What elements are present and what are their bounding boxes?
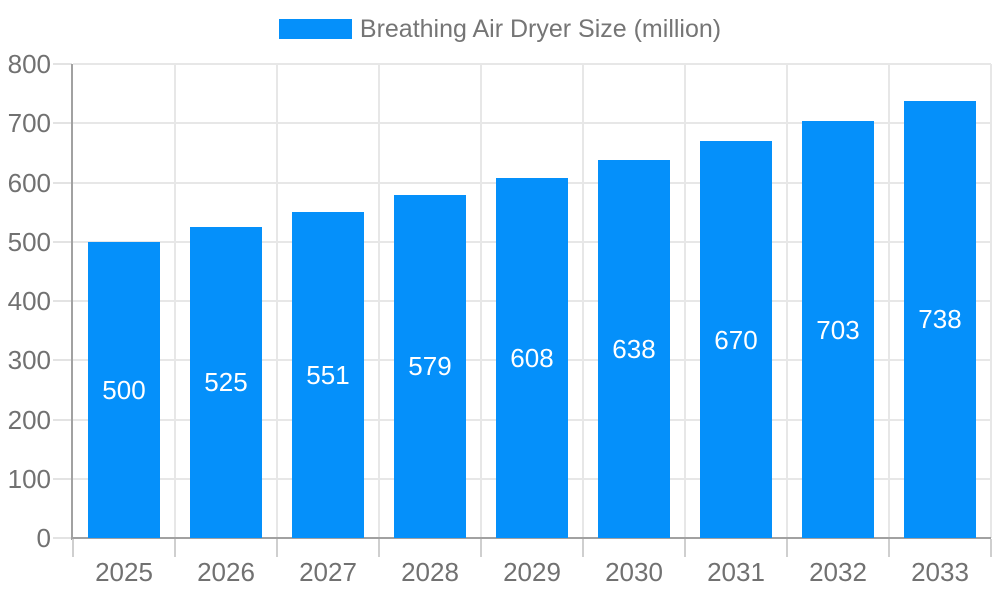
x-axis-label: 2029 — [503, 557, 561, 587]
x-tick — [582, 539, 584, 557]
y-axis-label: 300 — [7, 345, 51, 376]
bar[interactable]: 525 — [190, 226, 262, 538]
y-axis-label: 800 — [7, 49, 51, 79]
bar[interactable]: 703 — [802, 121, 874, 538]
v-gridline — [174, 64, 176, 538]
y-tick — [53, 122, 72, 125]
x-tick — [378, 539, 380, 557]
x-axis-label: 2027 — [299, 557, 357, 587]
x-tick — [174, 539, 176, 557]
y-axis-line — [71, 64, 73, 540]
v-gridline — [786, 64, 788, 538]
v-gridline — [990, 64, 992, 538]
y-tick — [53, 418, 72, 421]
v-gridline — [582, 64, 584, 538]
v-gridline — [684, 64, 686, 538]
bar[interactable]: 608 — [496, 177, 568, 538]
bar[interactable]: 579 — [394, 194, 466, 538]
v-gridline — [378, 64, 380, 538]
bar-value-label: 579 — [408, 351, 452, 382]
bar-value-label: 525 — [204, 367, 248, 398]
legend[interactable]: Breathing Air Dryer Size (million) — [0, 15, 1000, 43]
legend-swatch — [278, 19, 352, 39]
bar[interactable]: 670 — [700, 141, 772, 538]
legend-label: Breathing Air Dryer Size (million) — [359, 15, 722, 43]
x-tick — [990, 539, 992, 557]
y-tick — [53, 477, 72, 480]
v-gridline — [480, 64, 482, 538]
x-axis-label: 2025 — [95, 557, 153, 587]
x-tick — [72, 539, 74, 557]
y-tick — [53, 240, 72, 243]
h-gridline — [73, 122, 991, 125]
bar-value-label: 670 — [714, 324, 758, 355]
x-axis-label: 2026 — [197, 557, 255, 587]
bar[interactable]: 738 — [904, 100, 976, 538]
y-axis-label: 100 — [7, 463, 51, 494]
y-axis-label: 500 — [7, 226, 51, 257]
x-axis-label: 2030 — [605, 557, 663, 587]
y-axis-label: 400 — [7, 286, 51, 316]
x-tick — [480, 539, 482, 557]
x-tick — [276, 539, 278, 557]
x-tick — [786, 539, 788, 557]
x-axis-line — [71, 537, 991, 539]
x-axis-label: 2033 — [911, 557, 969, 587]
bar-value-label: 638 — [612, 333, 656, 364]
y-tick — [53, 300, 72, 302]
v-gridline — [888, 64, 890, 538]
h-gridline — [73, 63, 991, 65]
bar[interactable]: 500 — [88, 241, 160, 538]
bar[interactable]: 638 — [598, 159, 670, 538]
x-axis-label: 2032 — [809, 557, 867, 587]
x-tick — [684, 539, 686, 557]
bar-value-label: 703 — [816, 314, 860, 345]
y-tick — [53, 537, 72, 539]
y-axis-label: 700 — [7, 108, 51, 139]
x-axis-label: 2028 — [401, 557, 459, 587]
bar-value-label: 551 — [306, 359, 350, 390]
y-axis-label: 200 — [7, 404, 51, 435]
y-tick — [53, 359, 72, 362]
bar[interactable]: 551 — [292, 211, 364, 538]
v-gridline — [276, 64, 278, 538]
x-axis-label: 2031 — [707, 557, 765, 587]
bar-value-label: 738 — [918, 304, 962, 335]
y-tick — [53, 181, 72, 184]
y-axis-label: 0 — [36, 523, 51, 553]
x-tick — [888, 539, 890, 557]
bar-value-label: 608 — [510, 342, 554, 373]
bar-value-label: 500 — [102, 374, 146, 405]
y-tick — [53, 63, 72, 65]
y-axis-label: 600 — [7, 167, 51, 198]
